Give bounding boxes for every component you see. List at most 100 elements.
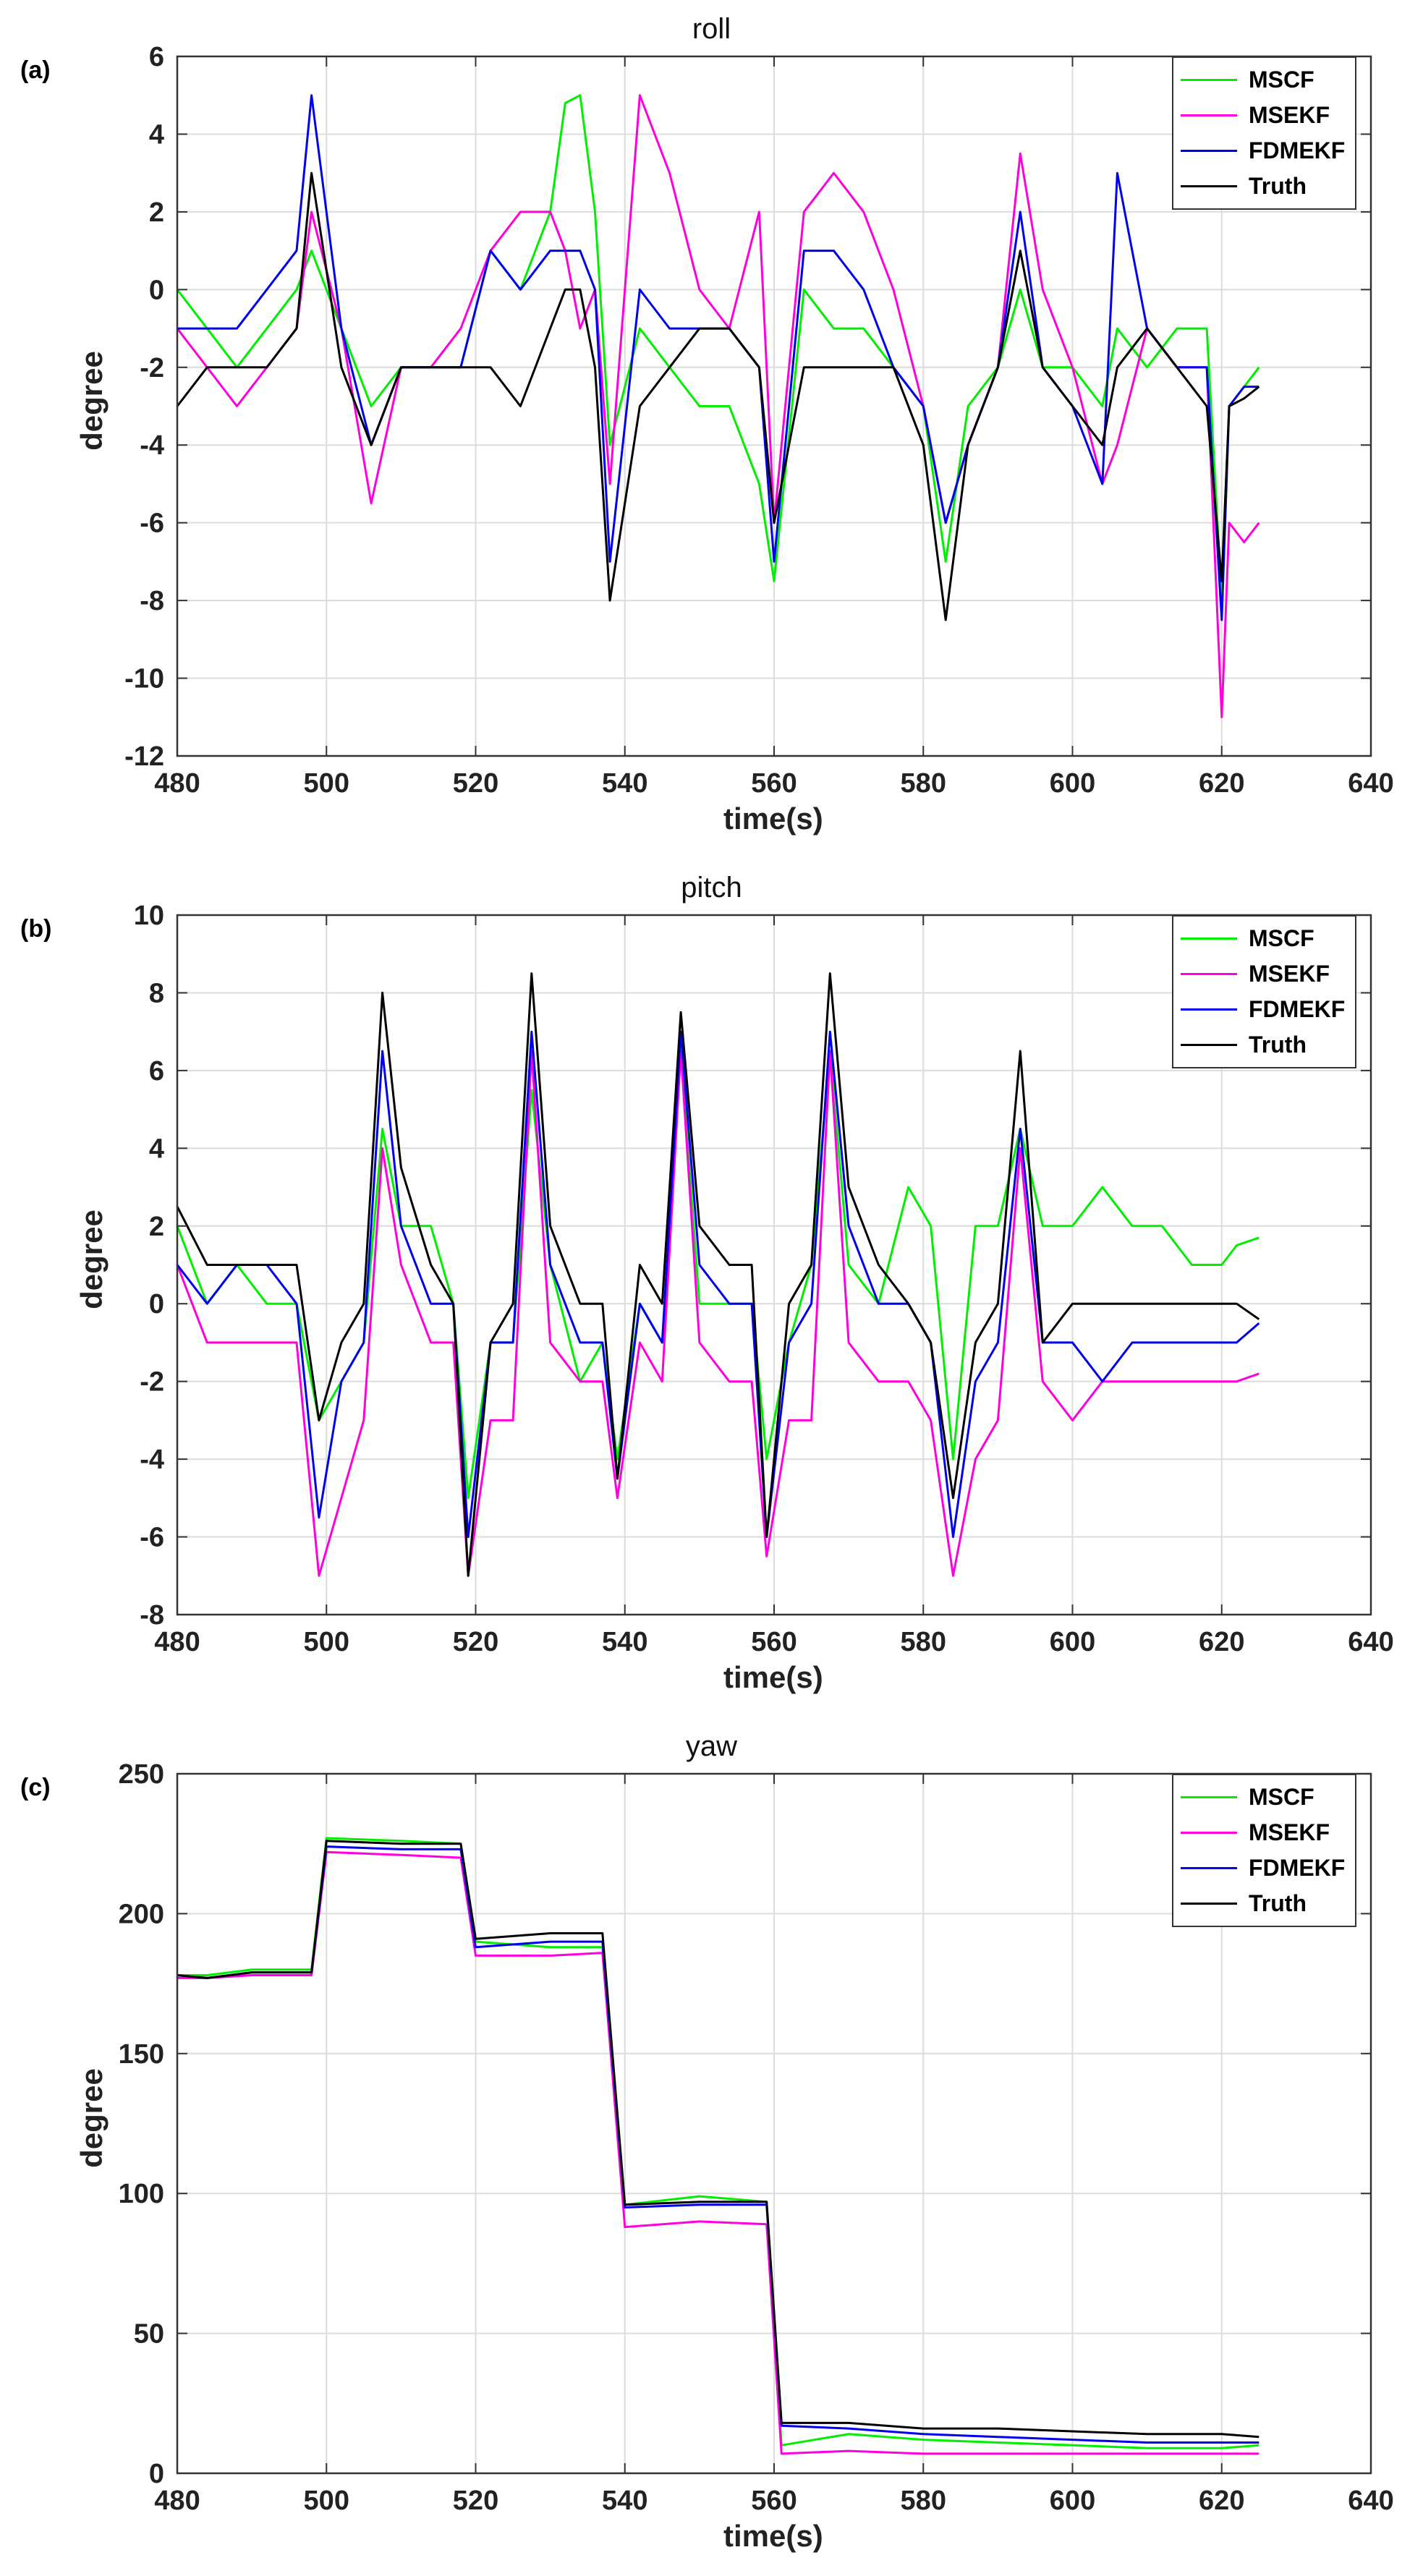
y-tick-label: -4: [140, 1445, 164, 1475]
legend-label: MSCF: [1249, 67, 1314, 93]
x-tick-label: 520: [453, 1627, 498, 1657]
legend-swatch: [1181, 1867, 1237, 1869]
x-tick-label: 640: [1348, 1627, 1393, 1657]
legend-item-mscf: MSCF: [1181, 921, 1345, 956]
series-line-msekf: [176, 94, 1260, 718]
x-tick-label: 480: [154, 2486, 200, 2516]
legend-swatch: [1181, 1903, 1237, 1905]
legend-swatch: [1181, 185, 1237, 187]
panel-label: (b): [20, 915, 52, 943]
y-tick-label: 4: [149, 1134, 164, 1164]
legend-label: MSCF: [1249, 1784, 1314, 1810]
panel-label: (a): [20, 56, 51, 84]
panel-c: (c) yaw 480 500 520 540 560 580 600 620 640 0 50 10…: [0, 1717, 1423, 2576]
panel-b: (b) pitch 480 500 520 540 560 580 600 620 640 -8-…: [0, 859, 1423, 1717]
legend-item-msekf: MSEKF: [1181, 956, 1345, 992]
legend: MSCF MSEKF FDMEKF Truth: [1172, 915, 1357, 1068]
y-axis-label: degree: [74, 1210, 109, 1309]
legend-label: MSEKF: [1249, 1819, 1330, 1845]
x-tick-label: 620: [1199, 1627, 1244, 1657]
chart-title: yaw: [685, 1730, 738, 1762]
y-tick-label: -2: [140, 1367, 164, 1398]
legend-swatch: [1181, 938, 1237, 940]
x-tick-label: 480: [154, 1627, 200, 1657]
chart-plot: 480 500 520 540 560 580 600 620 640 -8 -6 -4 -2 0 2 4 6 8…: [134, 901, 1394, 1657]
x-tick-label: 540: [602, 1627, 647, 1657]
x-tick-label: 520: [453, 2486, 498, 2516]
legend-swatch: [1181, 1008, 1237, 1011]
legend-item-truth: Truth: [1181, 1027, 1345, 1063]
y-tick-label: -6: [140, 1523, 164, 1553]
legend-swatch: [1181, 114, 1237, 116]
y-tick-label: 2: [149, 1212, 164, 1242]
legend-swatch: [1181, 150, 1237, 152]
legend-item-fdmekf: FDMEKF: [1181, 133, 1345, 169]
series-line-mscf: [176, 94, 1260, 602]
x-tick-label: 580: [901, 1627, 946, 1657]
legend: MSCF MSEKF FDMEKF Truth: [1172, 56, 1357, 210]
x-tick-label: 620: [1199, 2486, 1244, 2516]
legend-item-mscf: MSCF: [1181, 62, 1345, 98]
y-axis-label: degree: [74, 351, 109, 451]
x-tick-label: 640: [1348, 768, 1393, 799]
x-tick-label: 540: [602, 2486, 647, 2516]
x-axis-label: time(s): [723, 2519, 823, 2553]
y-tick-label: -12: [124, 741, 164, 772]
x-tick-label: 580: [901, 2486, 946, 2516]
y-tick-label: 6: [149, 42, 164, 72]
legend-swatch: [1181, 1796, 1237, 1798]
y-tick-label: 6: [149, 1056, 164, 1087]
y-tick-label: 50: [134, 2319, 164, 2350]
legend-swatch: [1181, 973, 1237, 975]
legend-swatch: [1181, 1044, 1237, 1046]
legend: MSCF MSEKF FDMEKF Truth: [1172, 1774, 1357, 1927]
x-tick-label: 620: [1199, 768, 1244, 799]
y-tick-label: 0: [149, 2459, 164, 2489]
y-tick-label: -4: [140, 430, 164, 461]
series-line-truth: [176, 171, 1260, 621]
legend-label: FDMEKF: [1249, 137, 1346, 163]
x-tick-label: 560: [751, 768, 797, 799]
series-line-truth: [176, 972, 1260, 1577]
legend-label: Truth: [1249, 1032, 1307, 1058]
y-tick-label: 10: [134, 901, 164, 931]
legend-item-mscf: MSCF: [1181, 1780, 1345, 1815]
y-tick-label: 100: [119, 2179, 164, 2209]
x-tick-label: 520: [453, 768, 498, 799]
chart-title: pitch: [681, 872, 742, 904]
series-line-truth: [177, 1840, 1260, 2439]
series-line-msekf: [176, 1050, 1260, 1577]
series-line-mscf: [176, 1050, 1260, 1500]
x-tick-label: 560: [751, 1627, 797, 1657]
series-line-fdmekf: [176, 1030, 1260, 1539]
x-axis-label: time(s): [723, 1660, 823, 1694]
legend-swatch: [1181, 79, 1237, 81]
x-tick-label: 500: [304, 1627, 349, 1657]
y-tick-label: -2: [140, 353, 164, 383]
legend-item-truth: Truth: [1181, 1886, 1345, 1921]
panel-label: (c): [20, 1774, 51, 1801]
legend-label: FDMEKF: [1249, 996, 1346, 1022]
legend-item-msekf: MSEKF: [1181, 98, 1345, 133]
x-tick-label: 640: [1348, 2486, 1393, 2516]
x-tick-label: 600: [1050, 1627, 1095, 1657]
y-tick-label: -6: [140, 509, 164, 539]
legend-label: MSEKF: [1249, 102, 1330, 128]
x-tick-label: 580: [901, 768, 946, 799]
panel-a: (a) roll 480 500 520 540 560 580 600 620 640 -12-…: [0, 0, 1423, 859]
y-tick-label: 4: [149, 119, 164, 150]
x-tick-label: 480: [154, 768, 200, 799]
x-tick-label: 560: [751, 2486, 797, 2516]
y-tick-label: -10: [124, 664, 164, 694]
chart-title: roll: [692, 13, 731, 45]
legend-label: Truth: [1249, 1890, 1307, 1916]
x-tick-label: 500: [304, 768, 349, 799]
y-tick-label: 0: [149, 275, 164, 305]
legend-label: FDMEKF: [1249, 1855, 1346, 1881]
legend-label: MSEKF: [1249, 961, 1330, 987]
y-tick-label: -8: [140, 586, 164, 616]
y-tick-label: 200: [119, 1899, 164, 1929]
y-tick-label: 2: [149, 197, 164, 228]
legend-label: MSCF: [1249, 925, 1314, 951]
x-tick-label: 600: [1050, 2486, 1095, 2516]
